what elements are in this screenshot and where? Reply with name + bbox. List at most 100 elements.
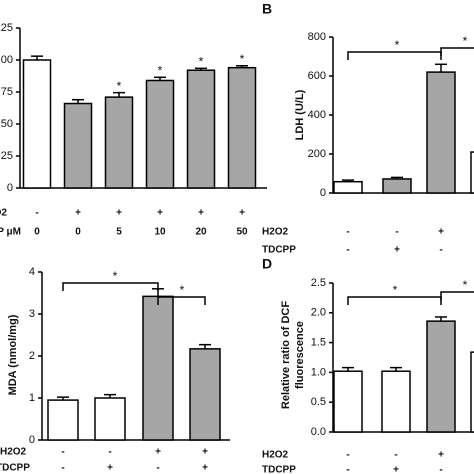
- row-value: 0: [34, 227, 40, 238]
- row-value: +: [198, 208, 204, 219]
- y-axis-title: fluorescence: [294, 321, 306, 389]
- y-tick-label: 0: [7, 182, 13, 194]
- bar: [104, 96, 134, 189]
- bracket: [440, 47, 474, 56]
- bar: [145, 79, 175, 189]
- y-tick-label: 0: [320, 187, 326, 199]
- bar: [189, 348, 221, 441]
- row-value: +: [116, 208, 122, 219]
- y-tick-label: 2.5: [311, 277, 326, 289]
- bracket: [347, 51, 442, 60]
- row-value: -: [346, 245, 349, 256]
- y-tick-label: 125: [0, 22, 13, 34]
- row-value: 20: [195, 227, 207, 238]
- row-value: -: [395, 227, 398, 238]
- row-value: +: [202, 447, 208, 458]
- significance: *: [113, 269, 118, 283]
- y-tick-label: 400: [308, 109, 326, 121]
- row-value: +: [157, 208, 163, 219]
- significance: *: [463, 34, 468, 48]
- row-value: -: [61, 447, 64, 458]
- y-tick-label: 4: [29, 266, 35, 278]
- row-value: +: [75, 208, 81, 219]
- significance: *: [395, 38, 400, 52]
- row-value: +: [393, 465, 399, 474]
- row-value: +: [438, 227, 444, 238]
- row-label: TDCPP: [262, 465, 296, 474]
- row-value: 50: [236, 227, 248, 238]
- row-label: TDCPP: [262, 245, 296, 256]
- row-label: H2O2: [0, 447, 27, 458]
- y-tick-label: 3: [29, 308, 35, 320]
- row-value: -: [346, 465, 349, 474]
- significance: *: [240, 52, 245, 66]
- row-value: +: [239, 208, 245, 219]
- row-value: -: [346, 450, 349, 461]
- bar: [186, 69, 216, 189]
- significance: *: [158, 63, 163, 77]
- row-label: H2O2: [262, 227, 289, 238]
- bar: [333, 370, 363, 433]
- row-value: 0: [75, 227, 81, 238]
- significance: *: [180, 283, 185, 297]
- row-label: TDCPP: [0, 463, 30, 474]
- panel-label: B: [262, 1, 272, 17]
- row-label: TDCPP μM: [0, 227, 21, 238]
- significance: *: [199, 54, 204, 68]
- row-value: +: [202, 463, 208, 474]
- y-tick-label: 0.5: [311, 396, 326, 408]
- row-value: -: [156, 463, 159, 474]
- bracket: [347, 296, 442, 305]
- bracket: [157, 296, 206, 305]
- bar: [470, 351, 474, 433]
- row-label: H2O2: [262, 450, 289, 461]
- bar: [426, 320, 456, 433]
- y-tick-label: 1: [29, 392, 35, 404]
- row-value: 5: [116, 227, 122, 238]
- significance: *: [393, 283, 398, 297]
- y-tick-label: 1.5: [311, 337, 326, 349]
- significance: *: [463, 278, 468, 292]
- row-value: +: [438, 450, 444, 461]
- y-axis-title: Relative ratio of DCF: [280, 301, 292, 409]
- y-axis-title: LDH (U/L): [294, 89, 306, 140]
- y-tick-label: 75: [1, 86, 13, 98]
- row-value: -: [439, 245, 442, 256]
- y-axis-title: MDA (nmol/mg): [7, 314, 19, 395]
- panel-label: D: [262, 256, 272, 272]
- row-label: H2O2: [0, 208, 7, 219]
- row-value: +: [155, 447, 161, 458]
- y-tick-label: 2: [29, 350, 35, 362]
- bar: [333, 180, 363, 194]
- row-value: +: [107, 463, 113, 474]
- y-tick-label: 600: [308, 70, 326, 82]
- bar: [63, 102, 93, 189]
- row-value: -: [394, 450, 397, 461]
- significance: *: [117, 79, 122, 93]
- row-value: -: [35, 208, 38, 219]
- row-value: 10: [154, 227, 166, 238]
- bar: [142, 295, 174, 441]
- row-value: -: [439, 465, 442, 474]
- y-tick-label: 2.0: [311, 307, 326, 319]
- bracket: [62, 282, 159, 291]
- y-tick-label: 0.0: [311, 426, 326, 438]
- row-value: -: [346, 227, 349, 238]
- row-value: -: [108, 447, 111, 458]
- bar: [22, 59, 52, 189]
- y-tick-label: 100: [0, 54, 13, 66]
- y-tick-label: 25: [1, 150, 13, 162]
- bar: [227, 66, 257, 189]
- bar: [382, 178, 412, 194]
- bar: [470, 151, 474, 194]
- bar: [381, 370, 411, 433]
- y-tick-label: 800: [308, 31, 326, 43]
- bar: [426, 71, 456, 194]
- y-tick-label: 0: [29, 434, 35, 446]
- bar: [94, 397, 126, 441]
- row-value: -: [61, 463, 64, 474]
- y-tick-label: 1.0: [311, 366, 326, 378]
- y-tick-label: 200: [308, 148, 326, 160]
- y-tick-label: 50: [1, 118, 13, 130]
